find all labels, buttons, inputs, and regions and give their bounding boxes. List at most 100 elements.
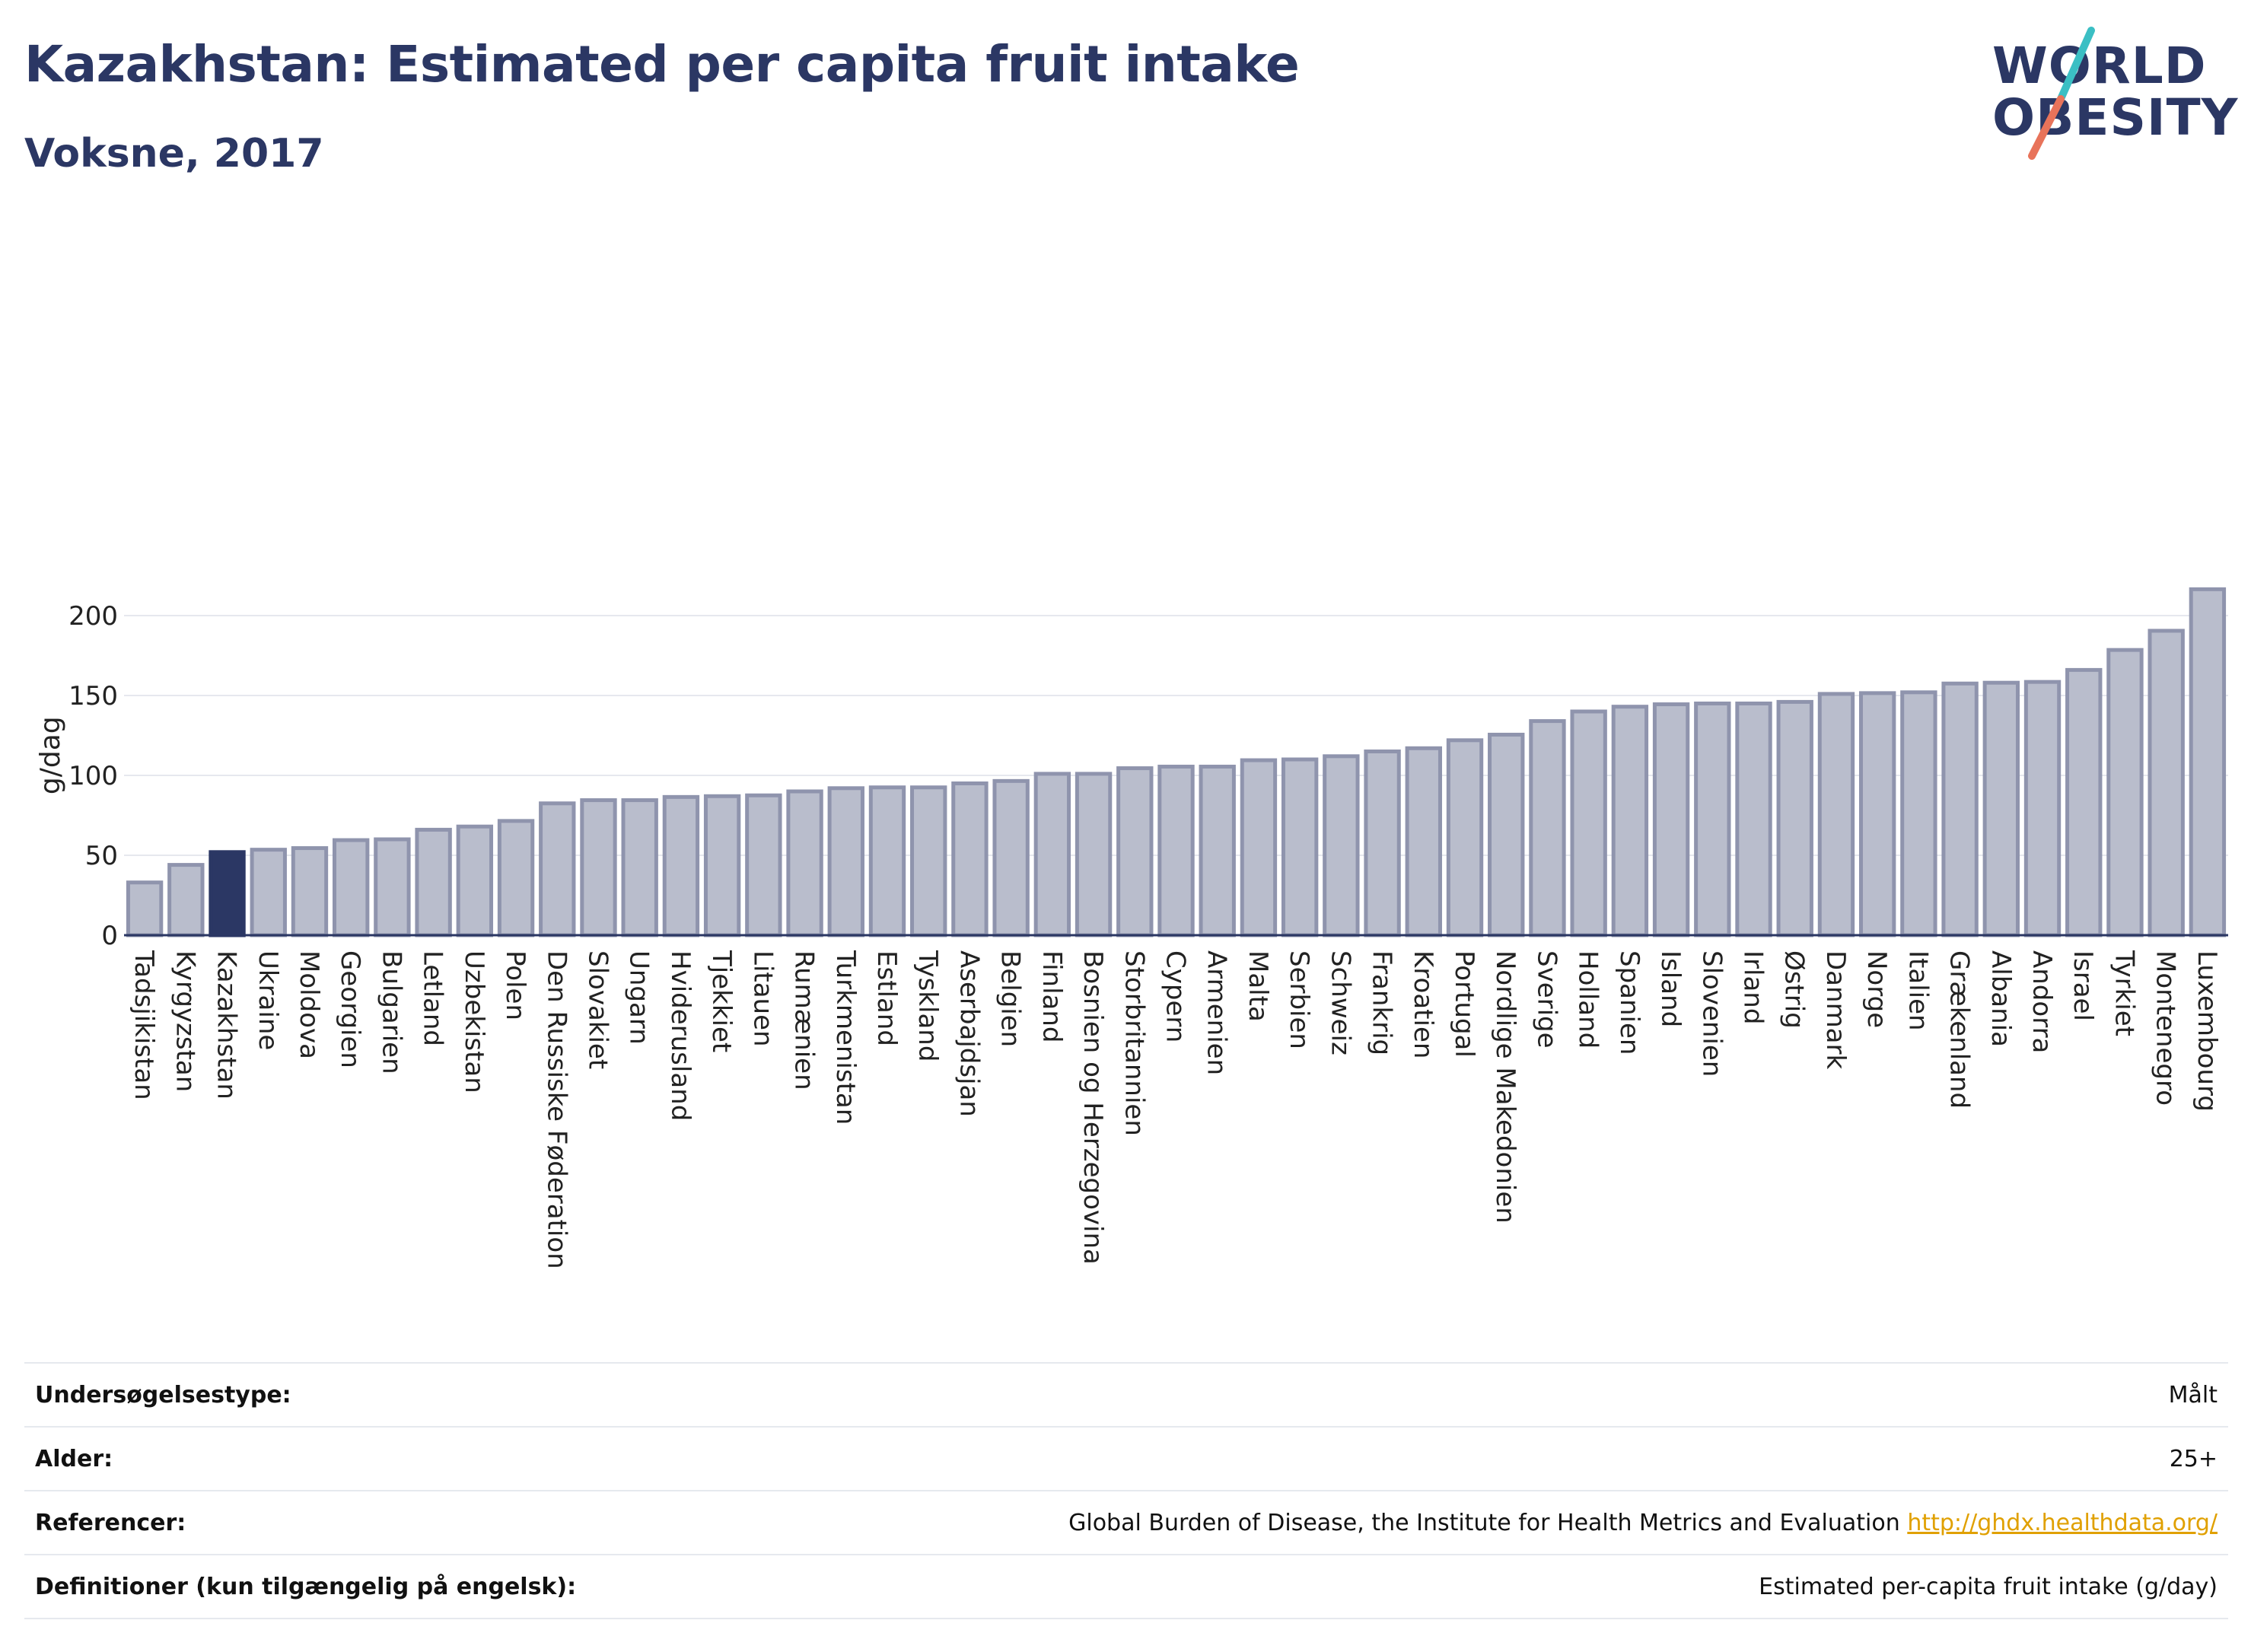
bar-belgien[interactable] (992, 778, 1030, 937)
bar-frankrig[interactable] (1364, 750, 1401, 937)
bar-tjekkiet[interactable] (703, 794, 741, 937)
y-axis-label: g/dag (35, 716, 66, 794)
x-tick-label: Albania (1985, 950, 2016, 1047)
x-tick-label: Bulgarien (376, 950, 406, 1074)
x-tick-label: Rumænien (789, 950, 820, 1090)
info-row-survey-type: Undersøgelsestype: Målt (24, 1363, 2228, 1427)
bar-hviderusland[interactable] (662, 794, 700, 937)
bar-malta[interactable] (1240, 758, 1278, 937)
bar-italien[interactable] (1900, 690, 1937, 937)
info-value: Estimated per-capita fruit intake (g/day… (1759, 1573, 2218, 1600)
x-tick-label: Frankrig (1367, 950, 1397, 1055)
logo-line-1: WORLD (1992, 37, 2207, 95)
bar-tyrkiet[interactable] (2106, 648, 2144, 937)
bar-armenien[interactable] (1199, 764, 1236, 937)
bar-nordlige-makedonien[interactable] (1488, 732, 1525, 937)
x-tick-label: Kazakhstan (212, 950, 242, 1100)
bar-portugal[interactable] (1446, 738, 1484, 937)
y-tick-label: 200 (68, 601, 118, 632)
x-tick-label: Georgien (335, 950, 365, 1068)
logo-line-2: OBESITY (1992, 88, 2239, 147)
x-tick-label: Estland (871, 950, 902, 1046)
bar-schweiz[interactable] (1323, 754, 1360, 937)
bar-letland[interactable] (415, 827, 452, 937)
bar-bulgarien[interactable] (374, 837, 411, 937)
bar-georgien[interactable] (333, 838, 370, 937)
x-tick-label: Island (1655, 950, 1686, 1027)
y-tick-label: 0 (101, 921, 118, 951)
bar-slovakiet[interactable] (580, 798, 617, 937)
reference-link[interactable]: http://ghdx.healthdata.org/ (1907, 1509, 2218, 1536)
bar-sverige[interactable] (1529, 719, 1566, 937)
bar-tyskland[interactable] (910, 785, 947, 937)
bar-spanien[interactable] (1611, 705, 1649, 937)
bar-østrig[interactable] (1776, 699, 1813, 937)
bar-litauen[interactable] (745, 793, 782, 937)
bar-island[interactable] (1652, 702, 1690, 937)
info-key: Undersøgelsestype: (35, 1381, 291, 1408)
bar-moldova[interactable] (291, 846, 329, 937)
bar-finland[interactable] (1033, 772, 1071, 937)
bar-kyrgyzstan[interactable] (167, 863, 205, 937)
bar-kazakhstan[interactable] (209, 850, 246, 937)
info-key: Definitioner (kun tilgængelig på engelsk… (35, 1573, 577, 1600)
bar-aserbajdsjan[interactable] (951, 781, 989, 937)
x-tick-label: Norge (1861, 950, 1892, 1028)
reference-text: Global Burden of Disease, the Institute … (1068, 1509, 1900, 1536)
chart-subtitle: Voksne, 2017 (24, 131, 324, 177)
x-tick-label: Kyrgyzstan (170, 950, 200, 1092)
bar-ungarn[interactable] (621, 798, 658, 937)
x-tick-label: Sverige (1531, 950, 1562, 1049)
bars (126, 587, 2227, 937)
bar-estland[interactable] (868, 785, 906, 937)
bar-israel[interactable] (2065, 667, 2103, 937)
bar-slovenien[interactable] (1694, 702, 1731, 937)
x-tick-label: Kroatien (1408, 950, 1438, 1058)
x-tick-label: Turkmenistan (830, 950, 861, 1125)
bar-montenegro[interactable] (2148, 629, 2185, 937)
bar-norge[interactable] (1858, 691, 1896, 937)
x-tick-label: Den Russiske Føderation (541, 950, 572, 1269)
bar-albania[interactable] (1982, 680, 2020, 937)
bar-grækenland[interactable] (1941, 681, 1979, 937)
bar-den-russiske-føderation[interactable] (539, 801, 576, 937)
x-tick-label: Tyskland (912, 950, 943, 1062)
x-tick-label: Belgien (995, 950, 1026, 1047)
bar-kroatien[interactable] (1405, 746, 1442, 937)
bar-andorra[interactable] (2023, 680, 2062, 937)
bar-turkmenistan[interactable] (827, 786, 864, 937)
bar-danmark[interactable] (1817, 692, 1855, 937)
logo-slash-icon (2028, 27, 2095, 160)
x-tick-label: Grækenland (1944, 950, 1975, 1109)
x-tick-label: Østrig (1779, 950, 1810, 1029)
x-tick-label: Armenien (1202, 950, 1232, 1075)
x-tick-label: Serbien (1284, 950, 1314, 1049)
x-tick-label: Letland (418, 950, 448, 1046)
x-tick-label: Irland (1738, 950, 1769, 1024)
bar-holland[interactable] (1570, 709, 1607, 937)
bar-rumænien[interactable] (786, 789, 823, 937)
bar-luxembourg[interactable] (2189, 587, 2227, 937)
bar-cypern[interactable] (1157, 764, 1195, 937)
bar-uzbekistan[interactable] (456, 824, 494, 937)
x-tick-label: Storbritannien (1119, 950, 1149, 1136)
y-tick-label: 100 (68, 761, 118, 791)
x-tick-label: Luxembourg (2192, 950, 2222, 1112)
x-tick-label: Uzbekistan (459, 950, 489, 1093)
x-tick-label: Polen (500, 950, 530, 1020)
bar-storbritannien[interactable] (1116, 766, 1154, 937)
bar-tadsjikistan[interactable] (126, 880, 164, 937)
info-row-age: Alder: 25+ (24, 1427, 2228, 1491)
bar-ukraine[interactable] (250, 848, 287, 937)
chart-title: Kazakhstan: Estimated per capita fruit i… (24, 35, 1300, 94)
bar-irland[interactable] (1735, 702, 1772, 937)
x-tick-label: Portugal (1449, 950, 1479, 1058)
bar-serbien[interactable] (1281, 757, 1319, 937)
x-tick-label: Slovenien (1696, 950, 1727, 1077)
bar-bosnien-og-herzegovina[interactable] (1075, 772, 1113, 937)
bar-polen[interactable] (497, 819, 535, 937)
x-tick-label: Holland (1573, 950, 1603, 1049)
world-obesity-logo[interactable]: WORLD OBESITY (1979, 23, 2237, 167)
x-tick-label: Danmark (1820, 950, 1851, 1069)
info-value: Global Burden of Disease, the Institute … (735, 1491, 2228, 1555)
